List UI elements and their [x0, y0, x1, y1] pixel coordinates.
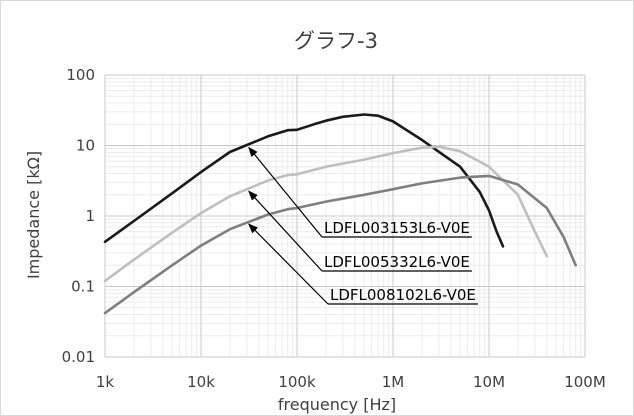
- x-tick-label: 100k: [278, 373, 316, 391]
- annotation-label-3: LDFL008102L6-V0E: [330, 286, 476, 304]
- x-tick-label: 10M: [473, 373, 505, 391]
- series-layer: [103, 113, 578, 315]
- grid-major: [104, 74, 586, 358]
- y-tick-label: 0.1: [71, 278, 95, 296]
- x-axis-label: frequency [Hz]: [278, 395, 396, 414]
- y-tick-label: 10: [76, 137, 95, 155]
- annotation-layer: LDFL003153L6-V0E LDFL005332L6-V0E LDFL0081…: [248, 146, 478, 305]
- x-tick-labels: 1k 10k 100k 1M 10M 100M: [96, 373, 606, 391]
- y-axis-label: Impedance [kΩ]: [24, 151, 43, 279]
- annotation-arrow: [248, 190, 323, 272]
- annotation-arrow: [248, 223, 329, 305]
- x-tick-label: 1k: [96, 373, 115, 391]
- series-line-3: [103, 174, 578, 315]
- y-tick-labels: 0.01 0.1 1 10 100: [62, 66, 95, 366]
- x-tick-label: 10k: [187, 373, 215, 391]
- annotation-label-1: LDFL003153L6-V0E: [324, 219, 470, 237]
- series-line-2: [103, 145, 549, 283]
- x-tick-label: 100M: [564, 373, 606, 391]
- y-tick-label: 1: [85, 207, 95, 225]
- chart-title: グラフ-3: [294, 29, 378, 53]
- x-tick-label: 1M: [382, 373, 405, 391]
- annotation-arrow: [248, 146, 323, 238]
- y-tick-label: 100: [66, 66, 95, 84]
- annotation-label-2: LDFL005332L6-V0E: [324, 253, 470, 271]
- y-tick-label: 0.01: [62, 348, 95, 366]
- series-line-1: [103, 113, 505, 248]
